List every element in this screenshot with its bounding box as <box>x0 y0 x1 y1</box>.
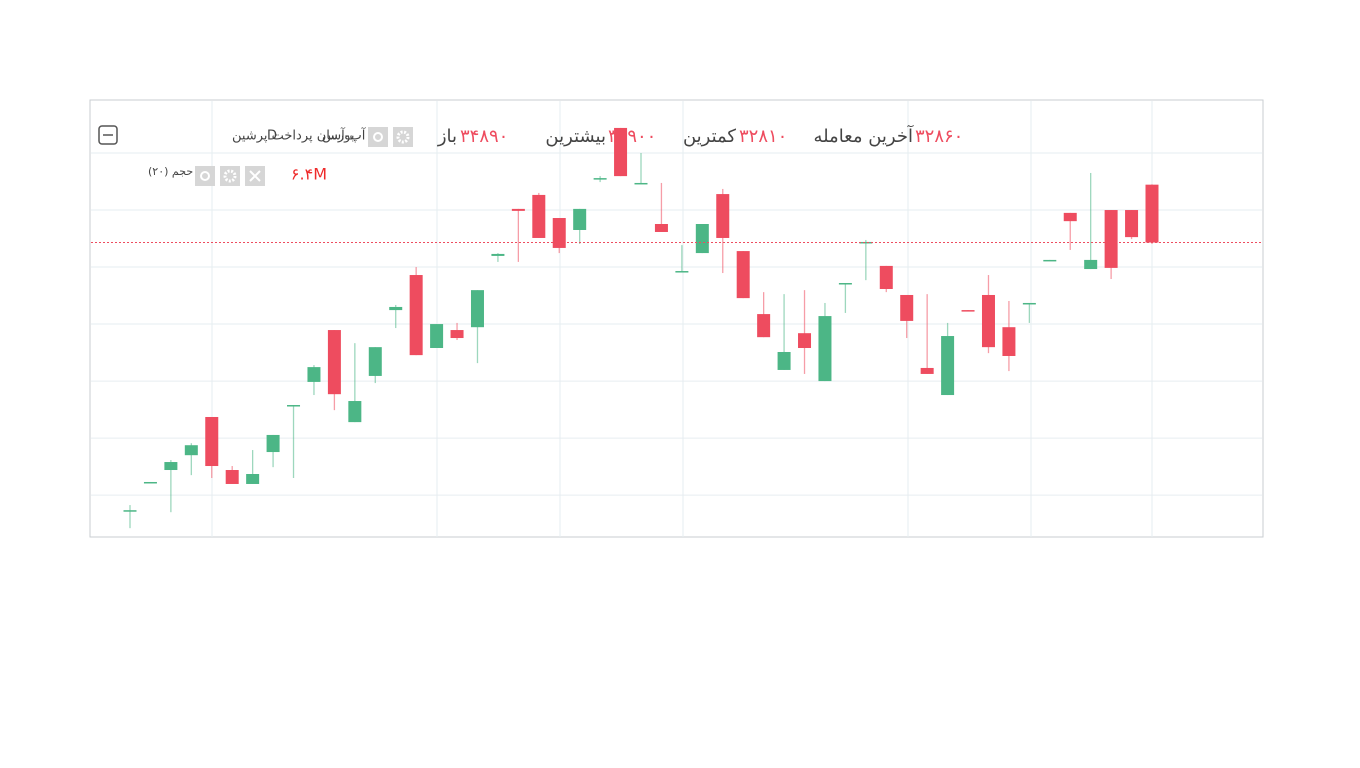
candle-body <box>961 310 975 312</box>
eye-icon <box>200 171 210 181</box>
candle-body <box>532 194 546 238</box>
candle-body <box>1043 259 1057 262</box>
candle-body <box>798 333 812 349</box>
legend-value: ۳۴۹۰۰ <box>608 126 656 147</box>
candle-body <box>1125 210 1139 238</box>
candle-body <box>368 347 382 376</box>
candle-body <box>777 351 791 370</box>
candle-body <box>266 434 280 453</box>
settings-button[interactable] <box>393 127 413 147</box>
header: آپ-آسان پرداخت پرشین D بورس باز ۳۴۸۹۰ بی… <box>98 124 963 186</box>
candle-body <box>123 510 137 512</box>
eye-icon <box>373 132 383 142</box>
close-icon <box>249 170 261 182</box>
candle-body <box>552 218 566 248</box>
candle-body <box>1022 302 1036 305</box>
candle-body <box>716 194 730 238</box>
legend-label: آخرین معامله <box>813 124 914 147</box>
candle-body <box>736 251 750 299</box>
exchange: بورس <box>322 129 354 144</box>
candle-body <box>859 241 873 244</box>
candle-body <box>164 462 178 471</box>
candle-body <box>450 330 464 339</box>
collapse-button[interactable] <box>98 125 118 145</box>
legend-label: باز <box>437 126 457 147</box>
candle-body <box>225 470 239 484</box>
candle-body <box>818 316 832 382</box>
candle-body <box>675 271 689 273</box>
horizontal-grid <box>91 152 1262 496</box>
candle-body <box>593 178 607 180</box>
candle-body <box>920 367 934 374</box>
candle-body <box>327 330 341 395</box>
settings-button[interactable] <box>220 166 240 186</box>
candle-body <box>184 445 198 456</box>
eye-button[interactable] <box>368 127 388 147</box>
volume-title: حجم (۲۰) <box>148 165 193 178</box>
volume-value: ۶.۴M <box>291 165 327 184</box>
candle-body <box>1104 210 1118 268</box>
candle-body <box>654 224 668 232</box>
candle-body <box>511 208 525 211</box>
candle-body <box>695 224 709 254</box>
candle-body <box>491 253 505 256</box>
candle-body <box>981 294 995 348</box>
eye-button[interactable] <box>195 166 215 186</box>
candle-body <box>1084 259 1098 270</box>
gear-icon <box>396 130 410 144</box>
candle-body <box>389 306 403 311</box>
gear-icon <box>223 169 237 183</box>
legend-value: ۳۴۸۹۰ <box>460 126 508 147</box>
candle-body <box>307 367 321 382</box>
interval: D <box>267 129 277 144</box>
candles <box>91 127 1262 529</box>
symbol: آپ-آسان پرداخت پرشین <box>232 127 367 144</box>
candle-body <box>573 208 587 230</box>
candle-body <box>757 314 771 338</box>
legend-value: ۳۲۸۶۰ <box>915 126 963 147</box>
candle-body <box>879 265 893 289</box>
candle-body <box>409 275 423 356</box>
chart-frame <box>89 99 1264 538</box>
candle-body <box>205 416 219 467</box>
candle-body <box>430 324 444 349</box>
candle-body <box>1002 327 1016 356</box>
candle-body <box>1145 184 1159 243</box>
legend-label: بیشترین <box>545 126 606 147</box>
candle-body <box>348 401 362 423</box>
legend-label: کمترین <box>683 126 736 147</box>
candle-body <box>287 405 301 407</box>
candle-body <box>634 182 648 185</box>
candle-body <box>1063 212 1077 222</box>
candle-body <box>900 294 914 321</box>
candle-body <box>838 283 852 285</box>
candle-body <box>614 127 628 177</box>
candle-body <box>143 481 157 484</box>
candle-body <box>470 290 484 328</box>
candle-body <box>941 336 955 396</box>
candle-body <box>246 474 260 484</box>
legend-value: ۳۲۸۱۰ <box>739 126 787 147</box>
